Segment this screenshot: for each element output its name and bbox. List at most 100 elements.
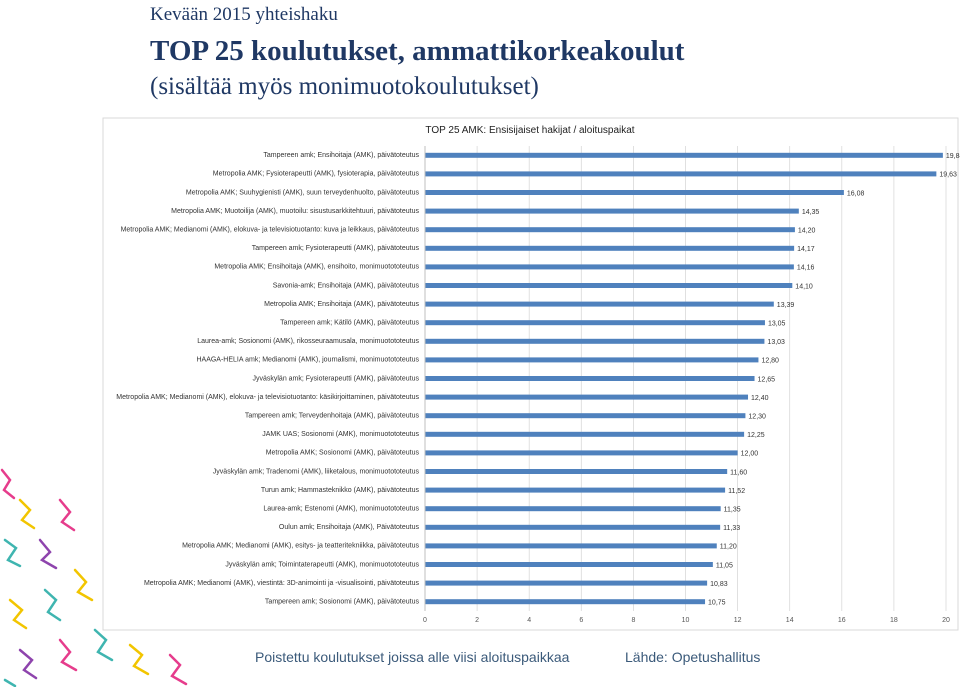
bar xyxy=(425,562,713,567)
x-tick-label: 6 xyxy=(579,617,583,624)
y-tick-label: Oulun amk; Ensihoitaja (AMK), Päivätoteu… xyxy=(279,524,420,531)
x-tick-label: 4 xyxy=(527,617,531,624)
bar xyxy=(425,506,721,512)
bar xyxy=(425,413,746,419)
bar xyxy=(425,450,738,456)
bar xyxy=(425,543,717,549)
value-label: 14,17 xyxy=(797,246,815,253)
value-label: 10,75 xyxy=(708,600,726,607)
y-tick-label: Metropolia AMK; Medianomi (AMK), elokuva… xyxy=(116,394,419,401)
bar xyxy=(425,190,844,195)
value-label: 12,40 xyxy=(751,395,769,402)
x-tick-label: 20 xyxy=(942,617,950,624)
bar xyxy=(425,171,937,177)
bar xyxy=(425,208,799,214)
decoration xyxy=(0,468,188,687)
value-label: 14,20 xyxy=(798,228,816,235)
value-label: 10,83 xyxy=(710,581,728,588)
y-tick-label: Jyväskylän amk; Fysioterapeutti (AMK), p… xyxy=(252,375,419,382)
value-label: 12,30 xyxy=(748,414,766,421)
y-tick-label: Metropolia AMK; Medianomi (AMK), elokuva… xyxy=(121,227,420,234)
y-tick-label: Metropolia AMK; Ensihoitaja (AMK), ensih… xyxy=(214,264,419,271)
y-tick-label: Tampereen amk; Ensihoitaja (AMK), päivät… xyxy=(263,152,419,159)
footer-source: Lähde: Opetushallitus xyxy=(625,649,760,665)
y-tick-label: Metropolia AMK; Medianomi (AMK), esitys-… xyxy=(182,543,419,550)
zigzag xyxy=(128,643,150,676)
y-tick-label: Turun amk; Hammasteknikko (AMK), päiväto… xyxy=(261,487,420,494)
value-label: 13,05 xyxy=(768,321,786,328)
y-tick-label: Tampereen amk; Fysioterapeutti (AMK), pä… xyxy=(252,245,420,252)
value-label: 14,10 xyxy=(795,283,813,290)
bar xyxy=(425,487,726,493)
y-tick-label: HAAGA-HELIA amk; Medianomi (AMK), journa… xyxy=(196,357,419,364)
x-tick-label: 8 xyxy=(631,617,635,624)
bar xyxy=(425,394,749,400)
x-tick-label: 14 xyxy=(786,617,794,624)
x-tick-label: 16 xyxy=(838,617,846,624)
zigzag xyxy=(3,538,22,568)
bar xyxy=(425,320,765,326)
bar xyxy=(425,245,795,251)
zigzag xyxy=(43,588,62,622)
bar xyxy=(425,227,795,233)
bar xyxy=(425,431,745,437)
y-tick-label: Jyväskylän amk; Toimintaterapeutti (AMK)… xyxy=(225,561,419,568)
y-tick-label: Laurea-amk; Sosionomi (AMK), rikosseuraa… xyxy=(197,338,419,345)
y-tick-label: Metropolia AMK; Muotoilija (AMK), muotoi… xyxy=(171,208,419,215)
value-label: 16,08 xyxy=(847,190,865,197)
bar xyxy=(425,357,759,363)
bar xyxy=(425,376,755,381)
bar xyxy=(425,338,765,344)
bar xyxy=(425,524,721,530)
zigzag xyxy=(58,498,76,532)
zigzag xyxy=(38,538,58,570)
kicker: Kevään 2015 yhteishaku xyxy=(150,4,338,25)
value-label: 12,00 xyxy=(741,451,759,458)
x-tick-label: 12 xyxy=(734,617,742,624)
zigzag xyxy=(58,638,78,672)
zigzag xyxy=(168,653,188,686)
bar xyxy=(425,283,793,288)
zigzag xyxy=(0,468,16,500)
zigzag xyxy=(3,678,17,687)
y-tick-label: Metropolia AMK; Sosionomi (AMK), päiväto… xyxy=(266,450,420,457)
bar xyxy=(425,264,794,270)
value-label: 14,35 xyxy=(802,209,820,216)
y-tick-label: Laurea-amk; Estenomi (AMK), monimuototot… xyxy=(263,506,419,513)
value-label: 11,60 xyxy=(730,469,747,476)
value-label: 13,03 xyxy=(767,339,785,346)
zigzag xyxy=(18,498,36,530)
footer-note: Poistettu koulutukset joissa alle viisi … xyxy=(255,649,570,665)
page-title: TOP 25 koulutukset, ammattikorkeakoulut xyxy=(150,35,685,67)
x-tick-label: 0 xyxy=(423,617,427,624)
x-tick-label: 2 xyxy=(475,617,479,624)
bar xyxy=(425,599,706,605)
value-label: 11,05 xyxy=(716,562,733,569)
y-tick-label: Savonia-amk; Ensihoitaja (AMK), päivätot… xyxy=(273,282,420,289)
bar xyxy=(425,301,774,307)
y-tick-label: Tampereen amk; Sosionomi (AMK), päivätot… xyxy=(265,599,420,606)
value-label: 12,25 xyxy=(747,432,765,439)
bar xyxy=(425,469,728,474)
y-tick-label: Metropolia AMK; Ensihoitaja (AMK), päivä… xyxy=(264,301,419,308)
plot: 0 2 4 6 8 10 12 14 16 18 20 Tampereen amk; Ensihoit… xyxy=(116,146,960,624)
x-tick-label: 10 xyxy=(682,617,690,624)
zigzag xyxy=(73,568,94,602)
y-tick-label: Tampereen amk; Terveydenhoitaja (AMK), p… xyxy=(245,413,420,420)
bar xyxy=(425,152,943,158)
y-tick-label: Metropolia AMK; Suuhygienisti (AMK), suu… xyxy=(186,189,420,196)
zigzag xyxy=(18,648,38,680)
value-label: 11,52 xyxy=(728,488,745,495)
zigzag xyxy=(93,628,114,662)
value-label: 11,20 xyxy=(720,544,737,551)
value-label: 19,63 xyxy=(939,172,957,179)
zigzag xyxy=(8,598,28,630)
value-label: 13,39 xyxy=(777,302,795,309)
value-label: 11,33 xyxy=(723,525,740,532)
value-label: 19,88 xyxy=(946,153,960,160)
value-label: 12,80 xyxy=(761,358,779,365)
y-tick-label: Metropolia AMK; Medianomi (AMK), viestin… xyxy=(144,580,420,587)
y-tick-label: Metropolia AMK; Fysioterapeutti (AMK), f… xyxy=(213,171,420,178)
value-label: 12,65 xyxy=(758,376,776,383)
